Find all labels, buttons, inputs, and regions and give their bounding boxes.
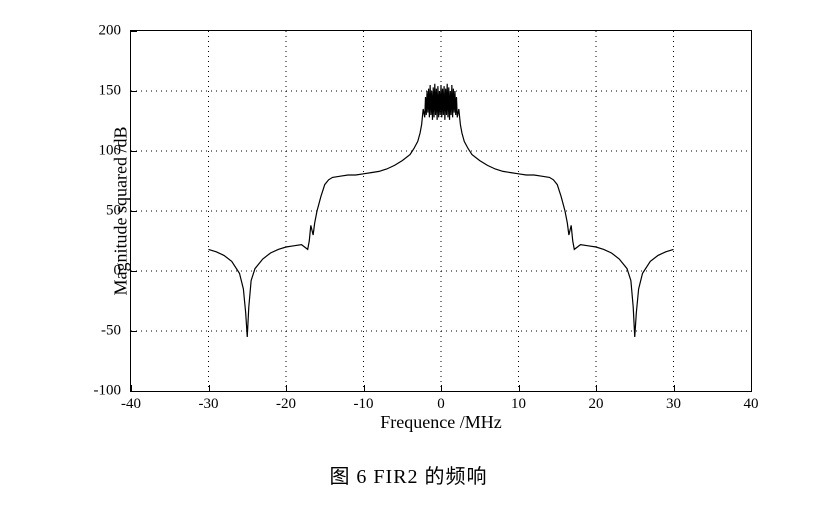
x-tick-label: 10 (511, 396, 526, 413)
y-tick-label: 50 (106, 203, 121, 220)
line-curve (131, 31, 751, 391)
x-tick-label: 0 (437, 396, 445, 413)
y-tick-label: 100 (99, 143, 122, 160)
plot-area: Magnitude squared /dB Frequence /MHz -40… (130, 30, 752, 392)
x-tick-label: 40 (744, 396, 759, 413)
y-tick-label: 200 (99, 23, 122, 40)
x-axis-label: Frequence /MHz (380, 412, 501, 433)
y-tick-label: -50 (101, 323, 121, 340)
x-tick-label: -40 (121, 396, 141, 413)
x-tick-label: -30 (199, 396, 219, 413)
x-tick-label: 30 (666, 396, 681, 413)
figure-caption: 图 6 FIR2 的频响 (329, 460, 487, 489)
x-tick-label: -20 (276, 396, 296, 413)
y-tick-label: 0 (114, 263, 122, 280)
x-tick-label: -10 (354, 396, 374, 413)
y-tick-label: -100 (94, 383, 122, 400)
chart-container: Magnitude squared /dB Frequence /MHz -40… (40, 20, 777, 450)
y-tick-label: 150 (99, 83, 122, 100)
x-tick-label: 20 (589, 396, 604, 413)
